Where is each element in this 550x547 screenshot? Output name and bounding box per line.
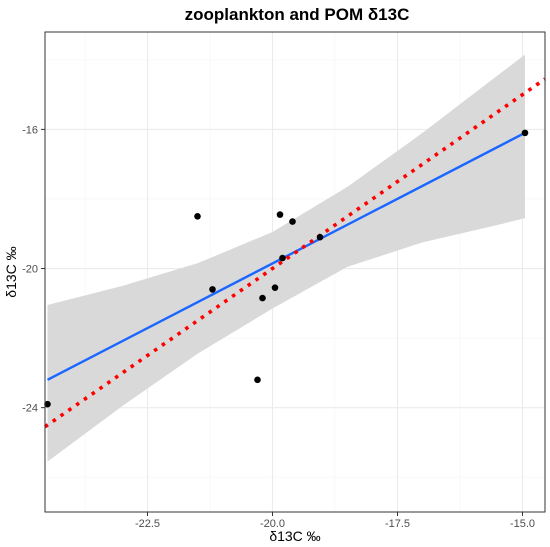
plot-area: [43, 31, 547, 513]
data-point: [316, 233, 324, 241]
y-tick-label: -24: [22, 403, 38, 415]
data-points: [44, 129, 529, 408]
data-point: [194, 213, 201, 220]
data-point: [259, 294, 266, 302]
y-tick-label: -20: [22, 264, 38, 276]
x-axis-ticks: -22.5 -20.0 -17.5 -15.0: [135, 512, 535, 530]
regression-line: [46, 131, 526, 381]
data-point: [521, 129, 529, 137]
data-point: [279, 254, 286, 262]
data-point: [209, 286, 216, 293]
x-axis-label: δ13C ‰: [269, 528, 320, 544]
x-tick-label: -17.5: [385, 518, 410, 530]
plot-frame: [44, 31, 546, 513]
data-point: [289, 218, 296, 225]
data-point: [271, 284, 279, 291]
y-axis-label: δ13C ‰: [3, 246, 19, 297]
x-tick-label: -20.0: [260, 518, 285, 530]
y-tick-label: -16: [22, 124, 38, 136]
x-tick-label: -22.5: [135, 518, 160, 530]
data-point: [276, 211, 284, 218]
x-tick-label: -15.0: [510, 518, 535, 530]
data-point: [254, 376, 261, 384]
data-point: [44, 400, 51, 408]
y-axis-ticks: -24 -20 -16: [22, 124, 45, 415]
identity-reference-line: [43, 77, 547, 429]
chart-title: zooplankton and POM δ13C: [185, 5, 410, 24]
confidence-band: [47, 54, 525, 462]
